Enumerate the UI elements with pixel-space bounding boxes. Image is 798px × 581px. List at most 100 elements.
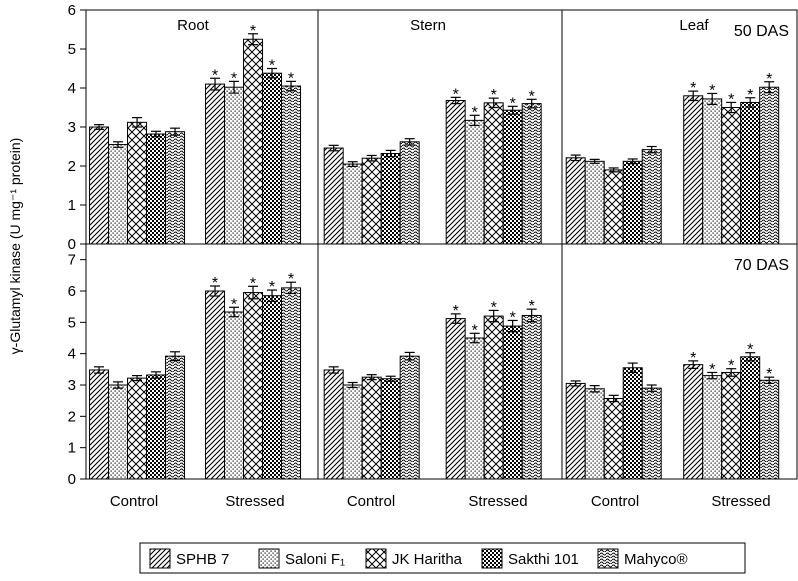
plot-labels: 0 1 2 3 4 5 6 50 DAS Root Stern Leaf * * * * * * * * * * * * * *… — [68, 2, 789, 510]
legend-label: Mahyco® — [624, 551, 688, 568]
significance-marker: * — [269, 279, 275, 296]
bar — [502, 109, 523, 245]
bar — [683, 364, 704, 480]
bar — [565, 382, 586, 480]
legend-label: JK Haritha — [392, 551, 463, 568]
bar — [361, 157, 382, 245]
bar — [483, 102, 504, 245]
plot-frames — [80, 9, 798, 480]
legend: SPHB 7 Saloni F₁ JK Haritha Sakthi 101 Mahyc… — [139, 542, 746, 574]
bar — [740, 101, 761, 245]
legend-label: Saloni F₁ — [285, 551, 345, 568]
y-tick-label: 3 — [68, 377, 76, 394]
y-tick-label: 7 — [68, 252, 76, 269]
legend-swatch — [365, 548, 387, 569]
legend-box — [139, 542, 746, 574]
bar — [165, 131, 186, 245]
x-tick-label: Stressed — [711, 493, 770, 510]
significance-marker: * — [766, 366, 772, 383]
significance-marker: * — [250, 275, 256, 292]
significance-marker: * — [709, 361, 715, 378]
significance-marker: * — [529, 298, 535, 315]
significance-marker: * — [510, 309, 516, 326]
y-tick-label: 1 — [68, 440, 76, 457]
significance-marker: * — [212, 67, 218, 84]
significance-marker: * — [269, 58, 275, 75]
y-tick-label: 3 — [68, 119, 76, 136]
bar — [127, 377, 148, 480]
bar — [584, 388, 605, 480]
panel-frame-1 — [85, 243, 798, 480]
bar — [759, 379, 780, 480]
bar — [146, 133, 167, 245]
bar — [622, 160, 643, 245]
bar — [342, 163, 363, 245]
bar — [702, 375, 723, 480]
y-tick-label: 5 — [68, 41, 76, 58]
bar — [399, 141, 420, 245]
bar — [205, 83, 226, 245]
x-tick-label: Control — [591, 493, 639, 510]
bar — [502, 325, 523, 480]
significance-marker: * — [288, 70, 294, 87]
bar — [89, 369, 110, 480]
significance-marker: * — [491, 87, 497, 104]
significance-marker: * — [231, 70, 237, 87]
bar — [399, 355, 420, 480]
significance-marker: * — [728, 91, 734, 108]
bar — [702, 98, 723, 245]
bar — [281, 85, 302, 245]
y-tick-label: 6 — [68, 2, 76, 19]
bar — [243, 38, 264, 245]
panel-label: Stern — [410, 17, 446, 34]
bar — [380, 378, 401, 480]
significance-marker: * — [690, 350, 696, 367]
bar — [683, 95, 704, 245]
bar — [584, 160, 605, 245]
significance-marker: * — [453, 86, 459, 103]
bar — [262, 72, 283, 245]
plot-bars — [89, 33, 780, 480]
legend-swatch — [597, 548, 619, 569]
y-tick-label: 1 — [68, 197, 76, 214]
bar — [361, 376, 382, 480]
bar — [323, 369, 344, 480]
y-tick-label: 2 — [68, 408, 76, 425]
significance-marker: * — [709, 82, 715, 99]
bar — [205, 290, 226, 480]
bar — [521, 103, 542, 245]
x-tick-label: Control — [110, 493, 158, 510]
bar — [521, 314, 542, 480]
bar — [721, 107, 742, 245]
significance-marker: * — [472, 104, 478, 121]
y-tick-label: 0 — [68, 471, 76, 488]
bar — [108, 144, 129, 245]
significance-marker: * — [453, 303, 459, 320]
legend-swatch — [258, 548, 280, 569]
bar — [445, 318, 466, 480]
bar — [565, 157, 586, 245]
bar — [380, 153, 401, 245]
y-tick-label: 4 — [68, 80, 76, 97]
significance-marker: * — [728, 358, 734, 375]
bar — [89, 126, 110, 245]
bar — [165, 355, 186, 480]
bar — [224, 311, 245, 480]
bar — [603, 169, 624, 245]
bar — [243, 292, 264, 480]
legend-label: Sakthi 101 — [508, 551, 579, 568]
y-tick-label: 4 — [68, 346, 76, 363]
legend-swatch — [481, 548, 503, 569]
panel-label: Leaf — [679, 17, 709, 34]
y-tick-label: 5 — [68, 314, 76, 331]
y-axis-label: γ-Glutamyl kinase (U mg⁻¹ protein) — [7, 138, 23, 355]
significance-marker: * — [766, 71, 772, 88]
bar — [622, 367, 643, 480]
bar — [721, 371, 742, 480]
bar — [342, 384, 363, 480]
bar — [445, 99, 466, 245]
significance-marker: * — [510, 95, 516, 112]
bar — [281, 287, 302, 480]
bar — [740, 356, 761, 480]
bar — [759, 86, 780, 245]
